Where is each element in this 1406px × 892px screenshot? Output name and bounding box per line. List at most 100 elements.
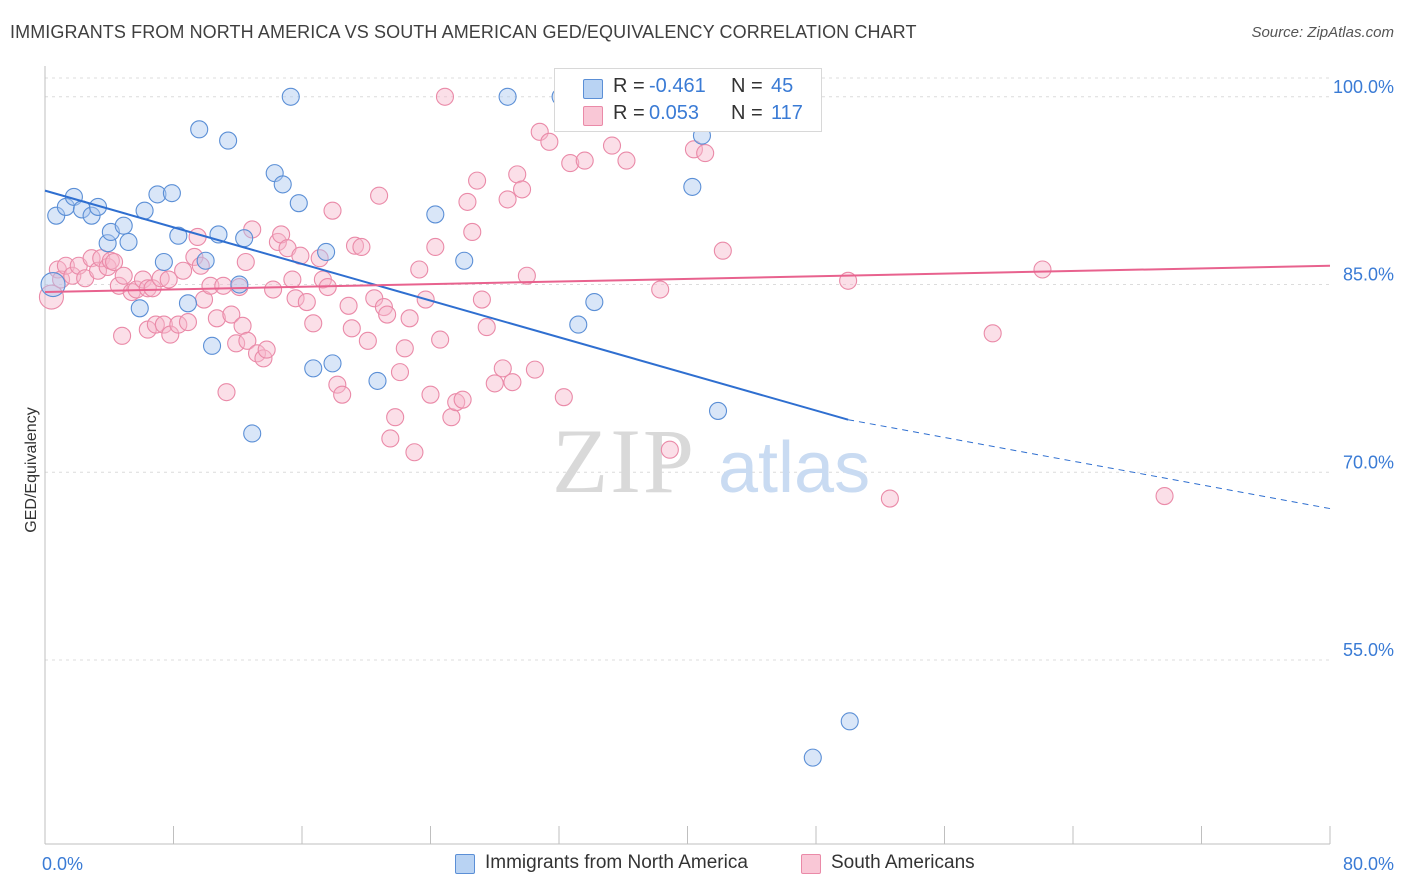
data-point-south-americans bbox=[113, 326, 132, 345]
y-tick-label: 100.0% bbox=[1333, 77, 1394, 97]
data-point-south-americans bbox=[352, 237, 371, 257]
data-point-north-america bbox=[708, 401, 728, 420]
data-point-south-americans bbox=[880, 489, 899, 508]
legend-swatch-pink bbox=[801, 854, 821, 874]
data-point-south-americans bbox=[426, 237, 445, 257]
data-point-south-americans bbox=[217, 383, 236, 402]
data-point-south-americans bbox=[358, 331, 377, 350]
legend-swatch-blue bbox=[583, 79, 603, 99]
data-point-north-america bbox=[162, 184, 181, 203]
data-point-south-americans bbox=[188, 227, 207, 247]
data-point-south-americans bbox=[472, 290, 491, 309]
legend-n-label: N = bbox=[731, 75, 763, 97]
data-point-south-americans bbox=[214, 276, 233, 295]
data-point-south-americans bbox=[1155, 486, 1174, 506]
data-point-south-americans bbox=[575, 151, 594, 170]
data-point-south-americans bbox=[513, 180, 532, 199]
data-point-south-americans bbox=[386, 408, 405, 427]
y-tick-label: 55.0% bbox=[1343, 640, 1394, 660]
data-point-north-america bbox=[498, 87, 517, 106]
watermark: ZIP atlas bbox=[552, 410, 870, 512]
data-point-south-americans bbox=[517, 266, 536, 285]
trendline-north-america bbox=[44, 189, 849, 421]
data-point-south-americans bbox=[56, 256, 75, 275]
legend-r-label: R = bbox=[613, 75, 645, 97]
data-point-south-americans bbox=[684, 140, 703, 159]
data-point-south-americans bbox=[323, 201, 342, 220]
data-point-south-americans bbox=[405, 443, 424, 462]
data-point-south-americans bbox=[257, 340, 276, 359]
data-point-north-america bbox=[683, 177, 702, 196]
data-point-south-americans bbox=[286, 289, 305, 308]
data-point-south-americans bbox=[378, 305, 397, 324]
data-point-south-americans bbox=[201, 276, 220, 295]
data-point-south-americans bbox=[222, 305, 241, 324]
data-point-south-americans bbox=[983, 324, 1002, 343]
data-point-south-americans bbox=[617, 151, 636, 170]
data-point-south-americans bbox=[238, 331, 257, 350]
y-tick-label: 70.0% bbox=[1343, 452, 1394, 472]
data-point-south-americans bbox=[503, 373, 522, 392]
x-tick-label: 80.0% bbox=[1343, 854, 1394, 874]
correlation-legend: R = -0.461 N = 45 R = 0.053 N = 117 bbox=[554, 68, 822, 132]
data-point-south-americans bbox=[138, 279, 157, 298]
watermark-zip: ZIP bbox=[552, 410, 696, 512]
data-point-south-americans bbox=[233, 316, 252, 335]
legend-item-label: Immigrants from North America bbox=[485, 852, 748, 873]
data-point-south-americans bbox=[400, 309, 419, 328]
data-point-north-america bbox=[304, 359, 323, 378]
legend-r-label: R = bbox=[613, 102, 645, 124]
data-point-south-americans bbox=[602, 136, 622, 155]
data-point-south-americans bbox=[435, 87, 455, 106]
data-point-south-americans bbox=[236, 252, 255, 272]
legend-n-value: 117 bbox=[771, 102, 803, 124]
legend-swatch-blue bbox=[455, 854, 475, 874]
data-point-south-americans bbox=[498, 190, 517, 209]
data-point-north-america bbox=[455, 251, 474, 270]
data-point-north-america bbox=[243, 424, 262, 443]
data-point-north-america bbox=[230, 275, 249, 294]
data-point-north-america bbox=[273, 175, 292, 194]
data-point-south-americans bbox=[458, 192, 477, 211]
data-point-south-americans bbox=[264, 280, 283, 299]
legend-n-label: N = bbox=[731, 102, 763, 124]
data-point-north-america bbox=[203, 336, 222, 355]
data-point-north-america bbox=[196, 251, 215, 270]
legend-r-value: 0.053 bbox=[649, 102, 700, 124]
data-point-south-americans bbox=[339, 296, 358, 315]
data-point-south-americans bbox=[485, 374, 504, 393]
data-point-north-america bbox=[235, 229, 254, 248]
data-point-south-americans bbox=[525, 360, 544, 379]
data-point-north-america bbox=[368, 371, 387, 390]
legend-n-value: 45 bbox=[771, 75, 794, 97]
data-point-north-america bbox=[289, 194, 308, 213]
data-point-north-america bbox=[840, 712, 859, 731]
data-point-north-america bbox=[40, 271, 66, 298]
data-point-north-america bbox=[190, 120, 209, 139]
data-point-south-americans bbox=[508, 165, 527, 184]
data-point-south-americans bbox=[297, 292, 316, 312]
data-point-south-americans bbox=[1033, 260, 1052, 279]
legend-swatch-pink bbox=[583, 106, 603, 126]
tick-labels: 55.0% 70.0% 85.0% 100.0% 0.0% 80.0% bbox=[42, 77, 1394, 874]
legend-item-label: South Americans bbox=[831, 852, 975, 873]
series-legend: Immigrants from North America South Amer… bbox=[0, 852, 1406, 878]
data-point-south-americans bbox=[410, 260, 429, 279]
data-point-south-americans bbox=[328, 375, 347, 394]
chart-title: IMMIGRANTS FROM NORTH AMERICA VS SOUTH A… bbox=[10, 22, 917, 42]
data-point-south-americans bbox=[696, 144, 715, 163]
data-point-south-americans bbox=[304, 314, 323, 333]
data-point-south-americans bbox=[174, 261, 193, 280]
data-point-south-americans bbox=[554, 388, 573, 407]
data-point-south-americans bbox=[154, 315, 173, 334]
data-point-north-america bbox=[88, 197, 108, 216]
trendline-north-america-extension bbox=[848, 419, 1331, 510]
data-point-south-americans bbox=[477, 318, 496, 337]
watermark-atlas: atlas bbox=[718, 428, 870, 508]
north-america-points bbox=[40, 87, 859, 767]
trendlines bbox=[44, 189, 1331, 510]
data-point-south-americans bbox=[540, 132, 559, 151]
data-point-south-americans bbox=[207, 309, 226, 328]
data-point-south-americans bbox=[105, 252, 124, 272]
